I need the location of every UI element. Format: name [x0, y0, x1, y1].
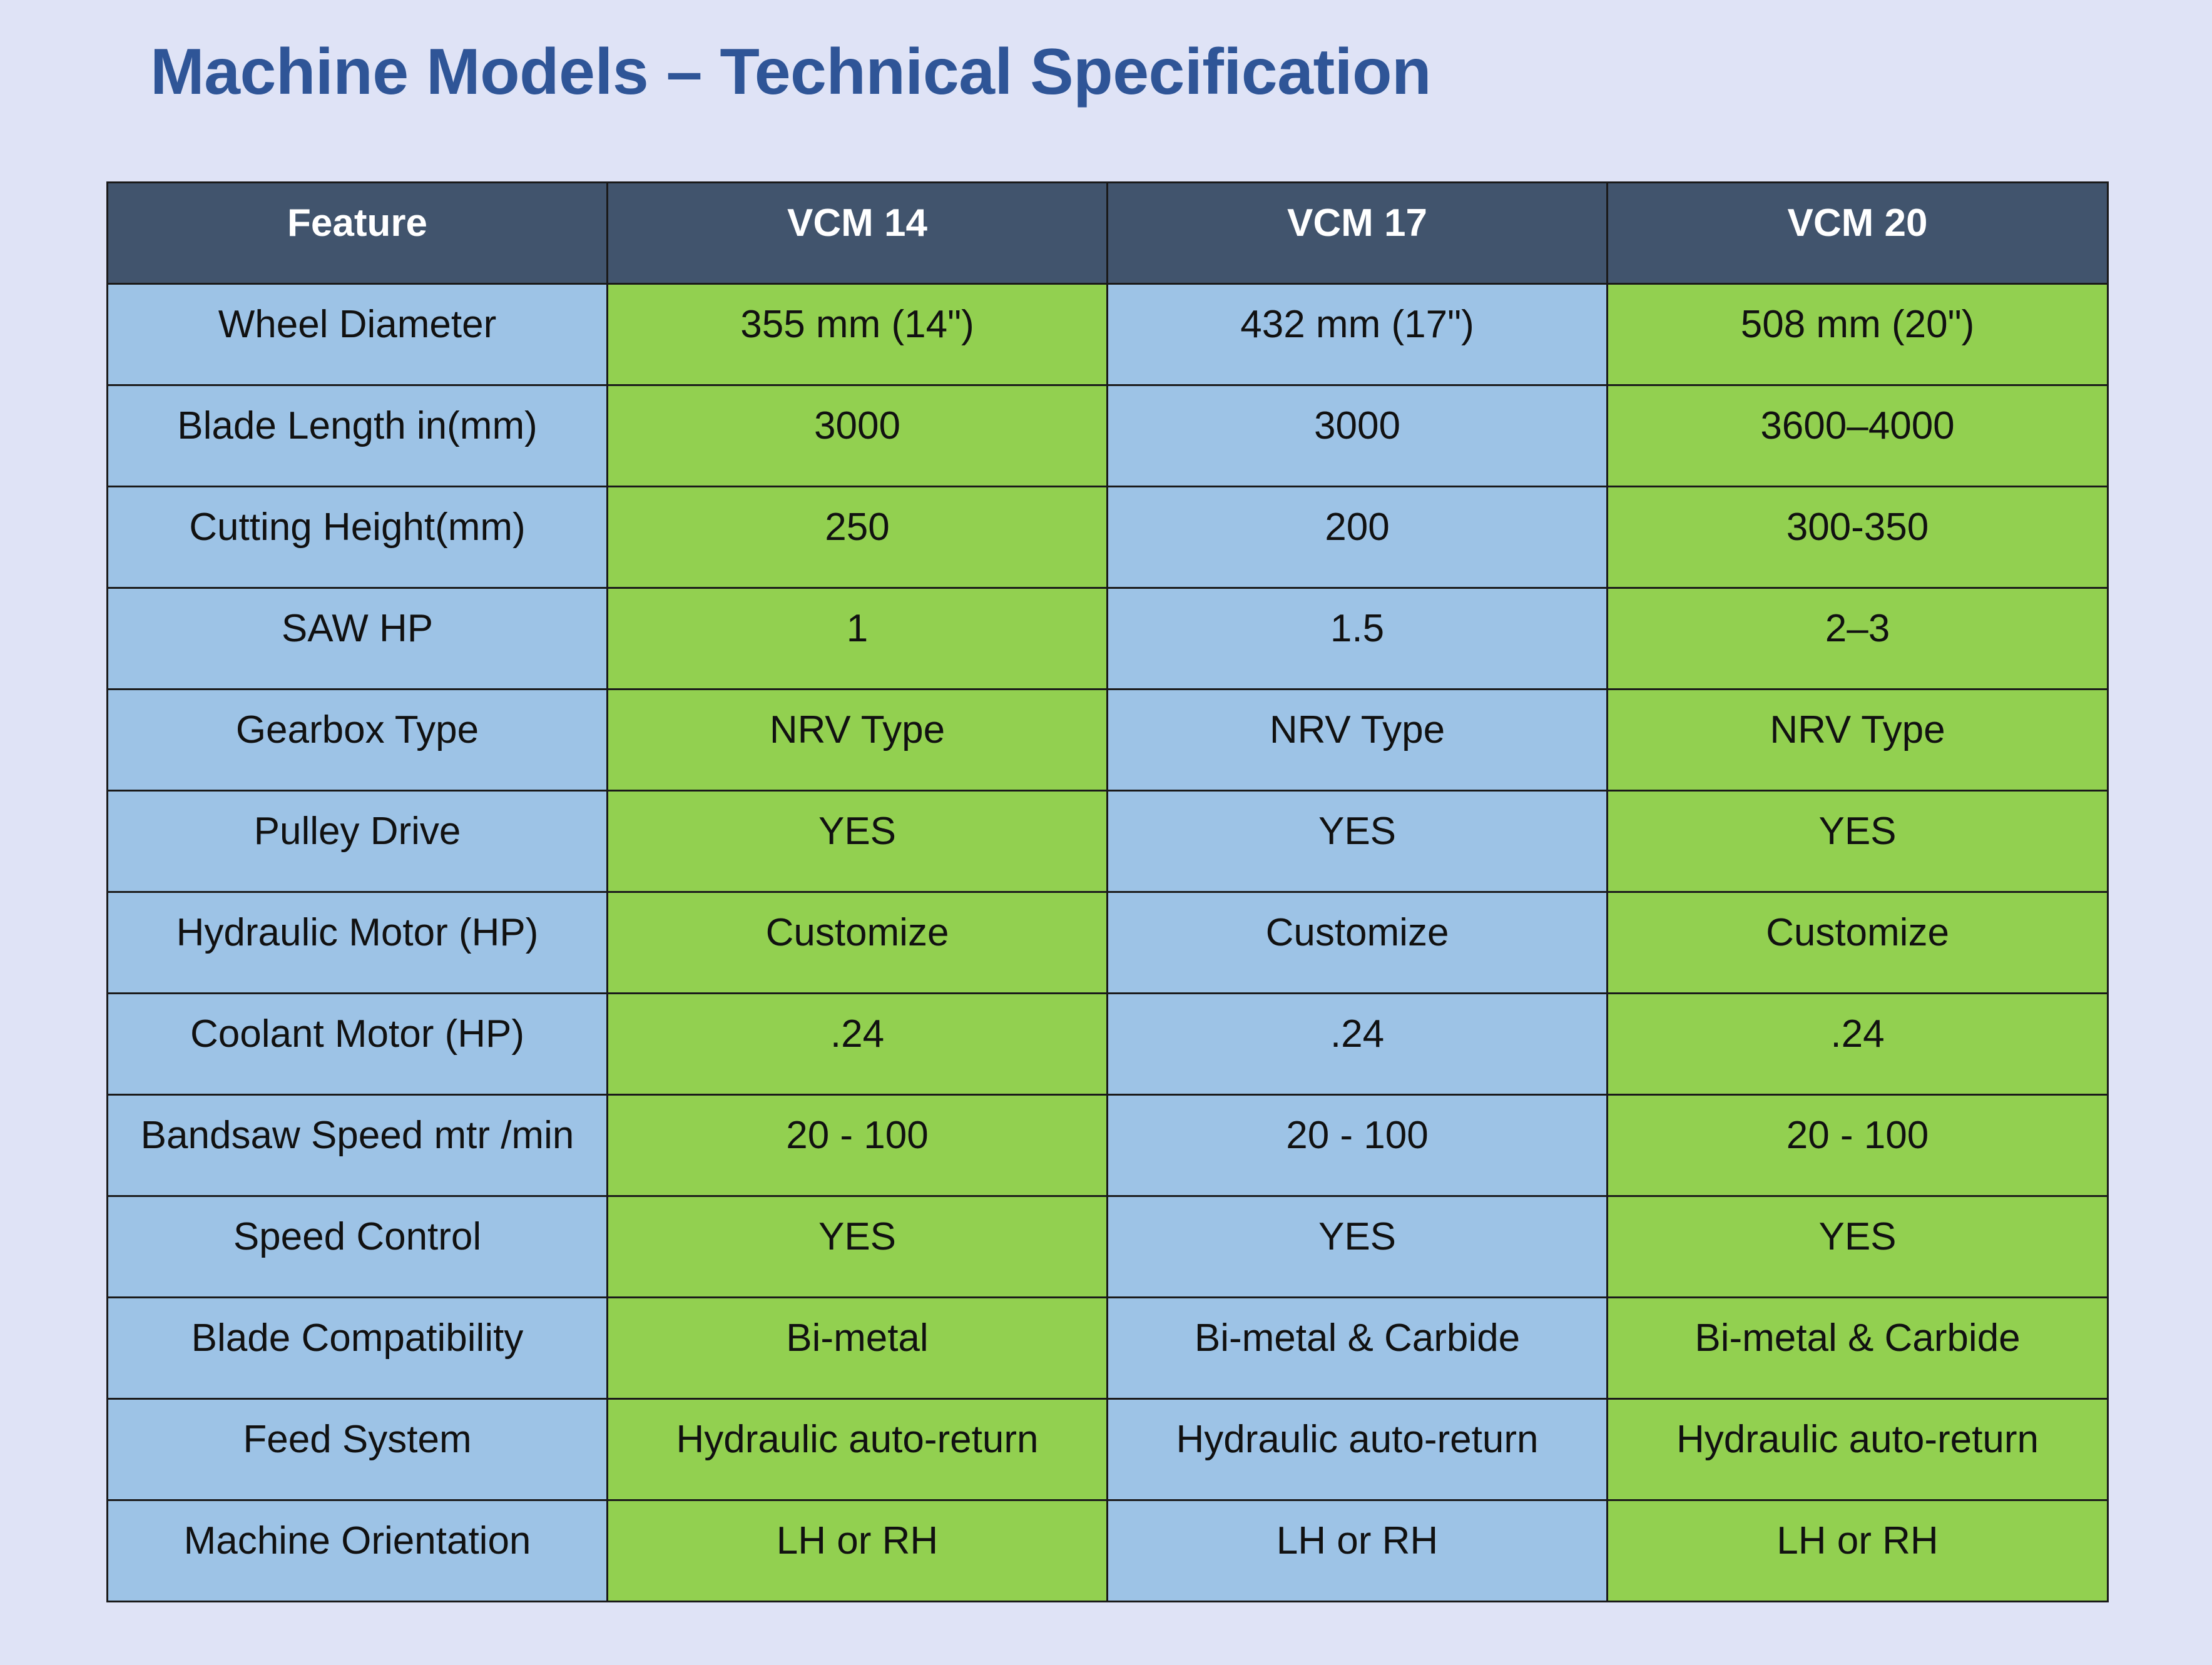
spec-table: Feature VCM 14 VCM 17 VCM 20 Wheel Diame… — [106, 181, 2109, 1602]
feature-cell: Cutting Height(mm) — [106, 486, 608, 589]
vcm-14-cell: Hydraulic auto-return — [606, 1398, 1108, 1501]
feature-cell: Feed System — [106, 1398, 608, 1501]
vcm-17-cell: 20 - 100 — [1106, 1094, 1608, 1197]
vcm-17-cell: 432 mm (17") — [1106, 283, 1608, 386]
vcm-20-cell: Bi-metal & Carbide — [1606, 1296, 2109, 1400]
table-row: Speed Control YES YES YES — [106, 1195, 2109, 1298]
feature-cell: Blade Compatibility — [106, 1296, 608, 1400]
vcm-14-cell: Customize — [606, 891, 1108, 994]
vcm-17-cell: Bi-metal & Carbide — [1106, 1296, 1608, 1400]
vcm-17-cell: .24 — [1106, 992, 1608, 1096]
vcm-17-cell: 1.5 — [1106, 587, 1608, 690]
table-row: SAW HP 1 1.5 2–3 — [106, 587, 2109, 690]
feature-cell: Hydraulic Motor (HP) — [106, 891, 608, 994]
table-row: Pulley Drive YES YES YES — [106, 790, 2109, 893]
vcm-17-cell: YES — [1106, 790, 1608, 893]
vcm-20-cell: NRV Type — [1606, 688, 2109, 792]
vcm-17-cell: NRV Type — [1106, 688, 1608, 792]
vcm-17-cell: LH or RH — [1106, 1499, 1608, 1602]
vcm-14-cell: 250 — [606, 486, 1108, 589]
vcm-20-cell: 508 mm (20") — [1606, 283, 2109, 386]
vcm-14-cell: 1 — [606, 587, 1108, 690]
vcm-20-cell: .24 — [1606, 992, 2109, 1096]
table-header-row: Feature VCM 14 VCM 17 VCM 20 — [106, 181, 2109, 285]
vcm-20-cell: YES — [1606, 1195, 2109, 1298]
vcm-14-cell: 20 - 100 — [606, 1094, 1108, 1197]
feature-cell: Speed Control — [106, 1195, 608, 1298]
feature-cell: Machine Orientation — [106, 1499, 608, 1602]
vcm-20-cell: 20 - 100 — [1606, 1094, 2109, 1197]
vcm-17-cell: Hydraulic auto-return — [1106, 1398, 1608, 1501]
table-row: Bandsaw Speed mtr /min 20 - 100 20 - 100… — [106, 1094, 2109, 1197]
table-row: Wheel Diameter 355 mm (14") 432 mm (17")… — [106, 283, 2109, 386]
vcm-20-cell: 2–3 — [1606, 587, 2109, 690]
vcm-14-cell: NRV Type — [606, 688, 1108, 792]
header-feature: Feature — [106, 181, 608, 285]
table-row: Hydraulic Motor (HP) Customize Customize… — [106, 891, 2109, 994]
vcm-14-cell: YES — [606, 1195, 1108, 1298]
feature-cell: Wheel Diameter — [106, 283, 608, 386]
table-row: Blade Compatibility Bi-metal Bi-metal & … — [106, 1296, 2109, 1400]
feature-cell: SAW HP — [106, 587, 608, 690]
vcm-14-cell: YES — [606, 790, 1108, 893]
vcm-17-cell: YES — [1106, 1195, 1608, 1298]
feature-cell: Pulley Drive — [106, 790, 608, 893]
vcm-20-cell: LH or RH — [1606, 1499, 2109, 1602]
vcm-20-cell: 300-350 — [1606, 486, 2109, 589]
vcm-14-cell: 3000 — [606, 384, 1108, 487]
vcm-17-cell: 3000 — [1106, 384, 1608, 487]
table-row: Cutting Height(mm) 250 200 300-350 — [106, 486, 2109, 589]
table-row: Blade Length in(mm) 3000 3000 3600–4000 — [106, 384, 2109, 487]
feature-cell: Gearbox Type — [106, 688, 608, 792]
header-vcm-14: VCM 14 — [606, 181, 1108, 285]
vcm-14-cell: LH or RH — [606, 1499, 1108, 1602]
vcm-20-cell: 3600–4000 — [1606, 384, 2109, 487]
vcm-14-cell: Bi-metal — [606, 1296, 1108, 1400]
vcm-14-cell: 355 mm (14") — [606, 283, 1108, 386]
header-vcm-17: VCM 17 — [1106, 181, 1608, 285]
vcm-20-cell: Customize — [1606, 891, 2109, 994]
vcm-20-cell: Hydraulic auto-return — [1606, 1398, 2109, 1501]
table-row: Gearbox Type NRV Type NRV Type NRV Type — [106, 688, 2109, 792]
vcm-17-cell: 200 — [1106, 486, 1608, 589]
feature-cell: Bandsaw Speed mtr /min — [106, 1094, 608, 1197]
page-title: Machine Models – Technical Specification — [150, 36, 1432, 108]
table-row: Machine Orientation LH or RH LH or RH LH… — [106, 1499, 2109, 1602]
header-vcm-20: VCM 20 — [1606, 181, 2109, 285]
table-row: Feed System Hydraulic auto-return Hydrau… — [106, 1398, 2109, 1501]
vcm-14-cell: .24 — [606, 992, 1108, 1096]
feature-cell: Blade Length in(mm) — [106, 384, 608, 487]
table-row: Coolant Motor (HP) .24 .24 .24 — [106, 992, 2109, 1096]
feature-cell: Coolant Motor (HP) — [106, 992, 608, 1096]
vcm-20-cell: YES — [1606, 790, 2109, 893]
vcm-17-cell: Customize — [1106, 891, 1608, 994]
